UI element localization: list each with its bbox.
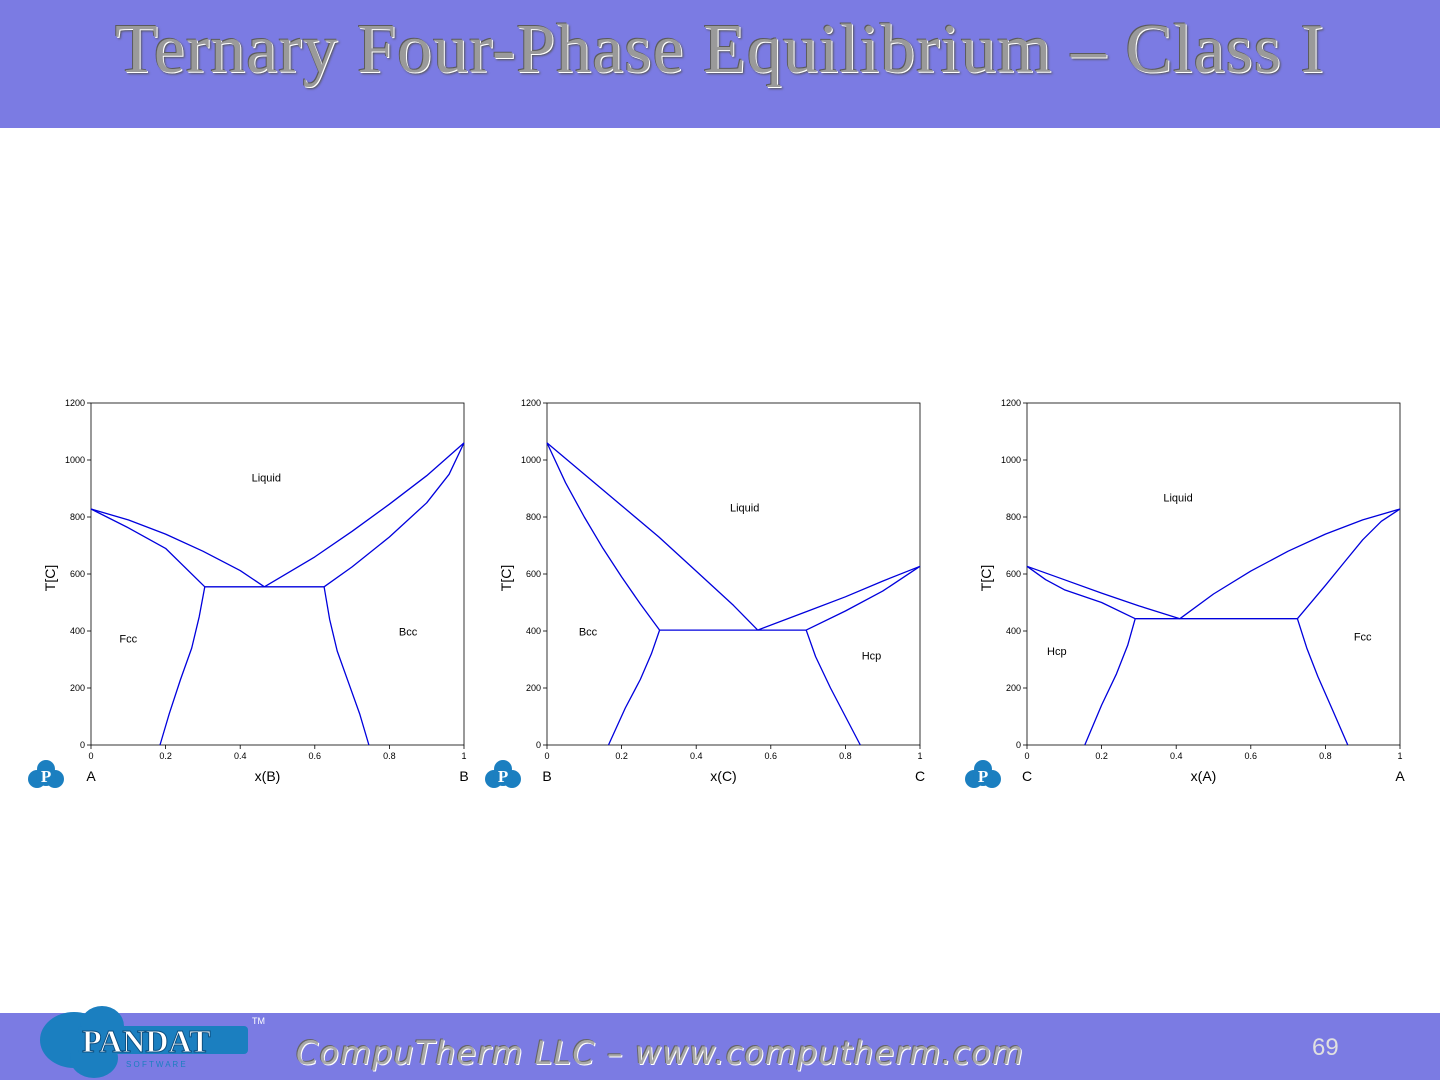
y-tick-label: 0 (1016, 740, 1021, 750)
x-tick-label: 0.4 (1170, 751, 1183, 761)
y-tick-label: 800 (526, 512, 541, 522)
x-tick-label: 0.4 (690, 751, 703, 761)
x-tick-label: 0.6 (1245, 751, 1258, 761)
x-tick-label: 1 (917, 751, 922, 761)
page-number: 69 (1312, 1034, 1339, 1061)
x-tick-label: 0.2 (615, 751, 628, 761)
y-tick-label: 1200 (65, 398, 85, 408)
plot-frame (90, 402, 465, 746)
region-label-liquid: Liquid (252, 472, 281, 484)
y-tick-label: 1000 (65, 455, 85, 465)
y-tick-label: 800 (1006, 512, 1021, 522)
y-tick-label: 600 (1006, 569, 1021, 579)
y-tick-label: 400 (70, 626, 85, 636)
region-label-hcp: Hcp (862, 651, 882, 663)
y-tick-label: 200 (1006, 683, 1021, 693)
right-component-label: C (915, 768, 925, 784)
x-tick-label: 0.8 (383, 751, 396, 761)
x-tick-label: 0.8 (839, 751, 852, 761)
x-tick-label: 1 (461, 751, 466, 761)
x-tick-label: 0.2 (159, 751, 172, 761)
pandat-mini-icon: P (965, 760, 1001, 788)
phase-diagram-2: 0 200 400 600 800 1000 1200 0 0.2 0.4 0.6 0.8 1 x(C) T… (485, 398, 925, 788)
phase-boundary-5 (805, 565, 921, 631)
x-tick-label: 0.4 (234, 751, 247, 761)
pandat-mini-icon: P (485, 760, 521, 788)
y-tick-label: 0 (536, 740, 541, 750)
region-label-fcc: Fcc (119, 633, 137, 645)
y-tick-label: 1200 (521, 398, 541, 408)
region-label-bcc: Bcc (399, 626, 418, 638)
right-component-label: A (1395, 768, 1405, 784)
left-component-label: A (86, 768, 96, 784)
phase-boundary-6 (159, 586, 206, 746)
region-label-liquid: Liquid (730, 502, 759, 514)
x-tick-label: 0 (88, 751, 93, 761)
pandat-mini-icon: P (28, 760, 64, 788)
header-bar (0, 0, 1440, 128)
region-label-fcc: Fcc (1354, 631, 1372, 643)
y-tick-label: 0 (80, 740, 85, 750)
y-tick-label: 1000 (1001, 455, 1021, 465)
logo-subtext: S O F T W A R E (126, 1060, 186, 1069)
region-label-bcc: Bcc (579, 626, 598, 638)
pandat-logo: PANDAT S O F T W A R E TM (34, 1000, 274, 1080)
logo-wordmark: PANDAT (82, 1023, 211, 1059)
x-tick-label: 1 (1397, 751, 1402, 761)
x-tick-label: 0 (1024, 751, 1029, 761)
left-component-label: C (1022, 768, 1032, 784)
y-axis-title: T[C] (42, 565, 58, 591)
x-axis-title: x(A) (1191, 768, 1217, 784)
phase-boundary-1 (1026, 565, 1181, 620)
left-component-label: B (542, 768, 551, 784)
phase-boundary-7 (1296, 618, 1349, 746)
plot-frame (1026, 402, 1401, 746)
phase-boundary-2 (90, 508, 206, 588)
phase-boundary-1 (546, 442, 759, 631)
phase-boundary-6 (1084, 618, 1136, 746)
phase-diagram-1: 0 200 400 600 800 1000 1200 0 0.2 0.4 0.6 0.8 1 x(B) T… (28, 398, 469, 788)
region-label-liquid: Liquid (1163, 492, 1192, 504)
phase-boundary-1 (90, 508, 265, 588)
x-tick-label: 0.8 (1319, 751, 1332, 761)
y-tick-label: 800 (70, 512, 85, 522)
y-tick-label: 400 (526, 626, 541, 636)
y-axis-title: T[C] (498, 565, 514, 591)
phase-boundary-5 (1296, 508, 1401, 620)
plot-frame (546, 402, 921, 746)
phase-boundary-2 (1026, 565, 1136, 620)
x-tick-label: 0 (544, 751, 549, 761)
y-tick-label: 600 (526, 569, 541, 579)
x-tick-label: 0.6 (765, 751, 778, 761)
phase-boundary-7 (805, 629, 861, 746)
svg-text:P: P (41, 767, 51, 786)
phase-boundary-6 (607, 629, 661, 746)
x-tick-label: 0.6 (309, 751, 322, 761)
y-tick-label: 600 (70, 569, 85, 579)
y-tick-label: 200 (526, 683, 541, 693)
region-label-hcp: Hcp (1047, 646, 1067, 658)
y-tick-label: 1200 (1001, 398, 1021, 408)
x-axis-title: x(C) (710, 768, 736, 784)
phase-diagram-3: 0 200 400 600 800 1000 1200 0 0.2 0.4 0.6 0.8 1 x(A) T… (965, 398, 1405, 788)
y-tick-label: 1000 (521, 455, 541, 465)
company-text: CompuTherm LLC – www.computherm.com (296, 1034, 1024, 1072)
y-axis-title: T[C] (978, 565, 994, 591)
right-component-label: B (459, 768, 468, 784)
slide-title: Ternary Four-Phase Equilibrium – Class I (115, 11, 1325, 88)
x-tick-label: 0.2 (1095, 751, 1108, 761)
logo-tm: TM (252, 1016, 265, 1026)
y-tick-label: 400 (1006, 626, 1021, 636)
phase-boundary-4 (264, 442, 465, 588)
svg-text:P: P (498, 767, 508, 786)
phase-boundary-5 (323, 442, 465, 588)
y-tick-label: 200 (70, 683, 85, 693)
phase-boundary-4 (1179, 508, 1401, 620)
x-axis-title: x(B) (255, 768, 281, 784)
phase-boundary-2 (546, 442, 661, 631)
phase-boundary-7 (323, 586, 370, 746)
phase-boundary-4 (757, 565, 921, 631)
svg-text:P: P (978, 767, 988, 786)
